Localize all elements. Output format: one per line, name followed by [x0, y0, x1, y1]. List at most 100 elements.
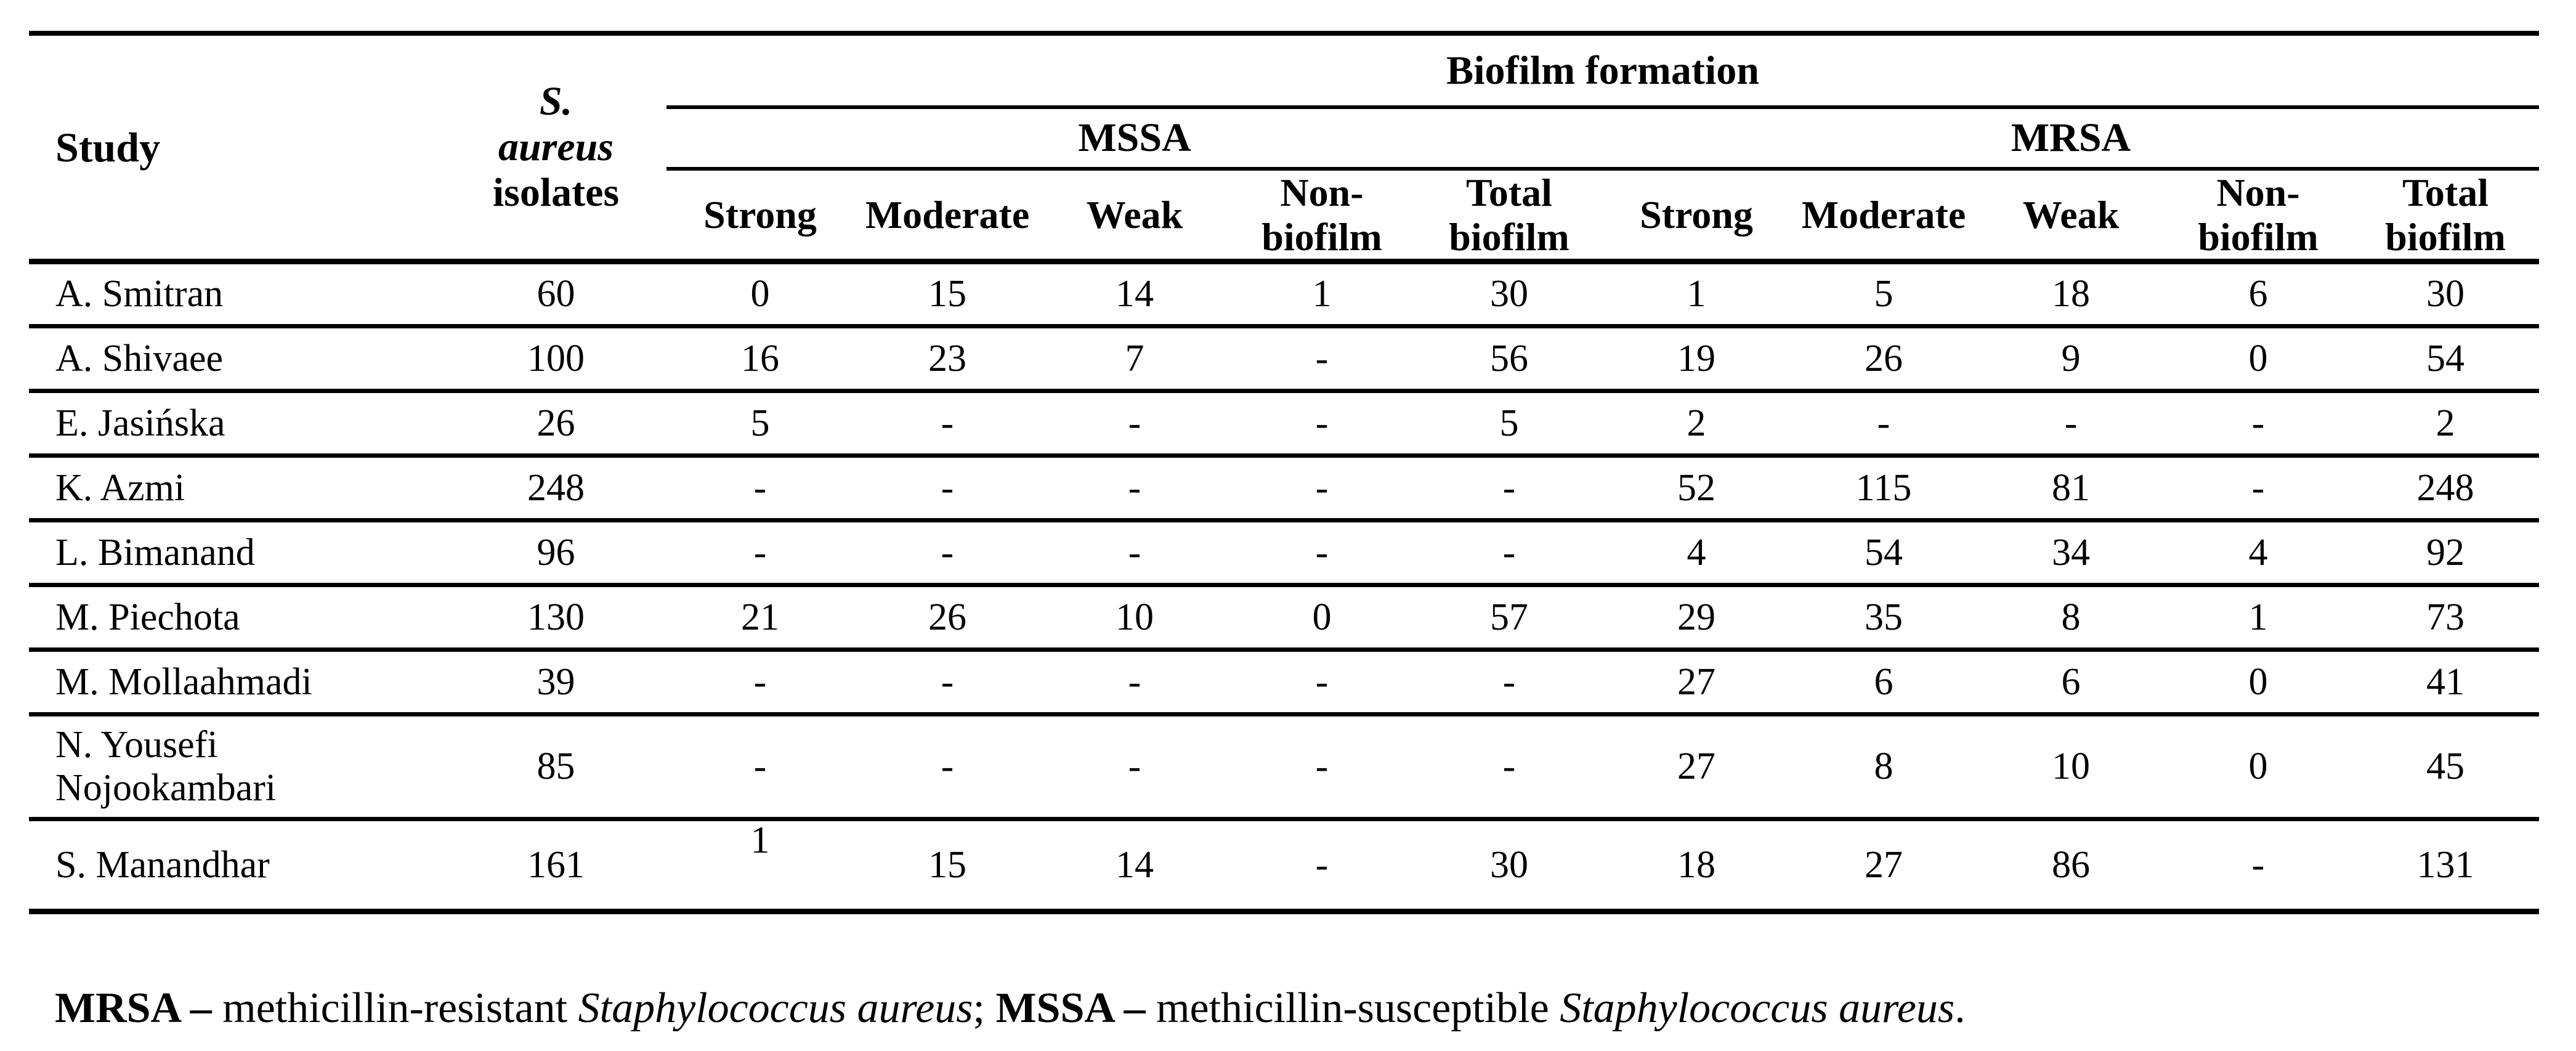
mssa-nonbiofilm-cell: 0 [1228, 585, 1416, 652]
table-row: M. Mollaahmadi 39 - - - - - 27 6 6 0 41 [29, 649, 2540, 717]
mrsa-weak-cell: 9 [1977, 326, 2165, 394]
mrsa-nonbiofilm-cell: 0 [2165, 714, 2352, 822]
mrsa-total-cell: 2 [2352, 391, 2540, 458]
mssa-weak-cell: - [1041, 455, 1228, 523]
mssa-moderate-cell: - [854, 714, 1041, 822]
mssa-weak-cell: 14 [1041, 261, 1228, 329]
mssa-nonbiofilm-header: Non- biofilm [1228, 169, 1416, 265]
isolates-cell: 96 [445, 520, 666, 588]
mrsa-weak-header: Weak [1977, 169, 2165, 265]
mssa-moderate-cell: 15 [854, 819, 1041, 915]
mssa-total-cell: - [1416, 520, 1603, 588]
mrsa-strong-cell: 27 [1603, 714, 1790, 822]
mrsa-strong-cell: 2 [1603, 391, 1790, 458]
subheader-label: Total [2402, 171, 2489, 214]
isolates-cell: 60 [445, 261, 666, 329]
table-row: E. Jasińska 26 5 - - - 5 2 - - - 2 [29, 391, 2540, 458]
footnote-text: methicillin-resistant [211, 984, 578, 1032]
table-row: N. Yousefi Nojookambari 85 - - - - - 27 … [29, 714, 2540, 822]
mrsa-total-cell: 41 [2352, 649, 2540, 717]
mssa-moderate-cell: - [854, 455, 1041, 523]
mssa-weak-cell: - [1041, 714, 1228, 822]
mrsa-strong-cell: 19 [1603, 326, 1790, 394]
header-row-subcolumns: Strong Moderate Weak Non- biofilm Total … [29, 169, 2540, 265]
mrsa-moderate-cell: 27 [1790, 819, 1977, 915]
raised-value: 1 [750, 819, 770, 861]
isolates-cell: 85 [445, 714, 666, 822]
mrsa-moderate-cell: 35 [1790, 585, 1977, 652]
study-cell: M. Mollaahmadi [29, 649, 445, 717]
study-cell: N. Yousefi Nojookambari [29, 714, 445, 822]
mssa-nonbiofilm-cell: - [1228, 819, 1416, 915]
isolates-cell: 39 [445, 649, 666, 717]
mrsa-strong-cell: 18 [1603, 819, 1790, 915]
mrsa-strong-cell: 52 [1603, 455, 1790, 523]
header-row-top: Study S. aureus isolates Biofilm formati… [29, 33, 2540, 265]
table-row: A. Shivaee 100 16 23 7 - 56 19 26 9 0 54 [29, 326, 2540, 394]
mssa-group-header: MSSA [666, 107, 1603, 171]
study-cell: M. Piechota [29, 585, 445, 652]
table-row: M. Piechota 130 21 26 10 0 57 29 35 8 1 … [29, 585, 2540, 652]
subheader-label: biofilm [2385, 214, 2506, 259]
isolates-cell: 26 [445, 391, 666, 458]
footnote-text: . [1954, 984, 1966, 1032]
subheader-label: biofilm [1262, 214, 1382, 259]
biofilm-formation-table: Study S. aureus isolates Biofilm formati… [29, 31, 2540, 915]
mrsa-weak-cell: 8 [1977, 585, 2165, 652]
mrsa-nonbiofilm-cell: 4 [2165, 520, 2352, 588]
mssa-nonbiofilm-cell: - [1228, 326, 1416, 394]
subheader-label: Non- [2216, 171, 2300, 214]
isolates-cell: 248 [445, 455, 666, 523]
mssa-moderate-cell: - [854, 649, 1041, 717]
mssa-moderate-cell: - [854, 520, 1041, 588]
mssa-strong-header: Strong [666, 169, 854, 265]
mrsa-nonbiofilm-cell: 0 [2165, 649, 2352, 717]
mssa-weak-cell: 10 [1041, 585, 1228, 652]
header-row-groups: MSSA MRSA [29, 107, 2540, 171]
mssa-total-header: Total biofilm [1416, 169, 1603, 265]
mrsa-moderate-cell: 5 [1790, 261, 1977, 329]
mrsa-moderate-cell: 8 [1790, 714, 1977, 822]
isolates-cell: 161 [445, 819, 666, 915]
footnote-species-name: Staphylococcus aureus [578, 984, 973, 1032]
isolates-header-line2: aureus [498, 124, 614, 170]
mssa-total-cell: 57 [1416, 585, 1603, 652]
mrsa-total-cell: 248 [2352, 455, 2540, 523]
mrsa-weak-cell: 6 [1977, 649, 2165, 717]
table-row: A. Smitran 60 0 15 14 1 30 1 5 18 6 30 [29, 261, 2540, 329]
mssa-strong-cell: 21 [666, 585, 854, 652]
study-cell: A. Shivaee [29, 326, 445, 394]
mssa-strong-cell: - [666, 714, 854, 822]
mrsa-strong-cell: 29 [1603, 585, 1790, 652]
footnote-term-mrsa: MRSA – [55, 984, 212, 1032]
mrsa-nonbiofilm-cell: 0 [2165, 326, 2352, 394]
mssa-strong-cell: 5 [666, 391, 854, 458]
mssa-strong-cell: - [666, 520, 854, 588]
subheader-label: Weak [1086, 192, 1183, 237]
mrsa-strong-cell: 1 [1603, 261, 1790, 329]
biofilm-formation-header: Biofilm formation [666, 33, 2540, 109]
mrsa-total-header: Total biofilm [2352, 169, 2540, 265]
footnote-text: ; [973, 984, 996, 1032]
mssa-strong-cell: - [666, 455, 854, 523]
mssa-total-cell: - [1416, 649, 1603, 717]
mssa-total-cell: 56 [1416, 326, 1603, 394]
mrsa-strong-header: Strong [1603, 169, 1790, 265]
mssa-strong-cell: - [666, 649, 854, 717]
mssa-total-cell: 30 [1416, 819, 1603, 915]
study-cell: S. Manandhar [29, 819, 445, 915]
mrsa-total-cell: 54 [2352, 326, 2540, 394]
isolates-header-line3: isolates [492, 170, 620, 216]
mssa-moderate-header: Moderate [854, 169, 1041, 265]
mrsa-strong-cell: 27 [1603, 649, 1790, 717]
isolates-cell: 100 [445, 326, 666, 394]
mrsa-nonbiofilm-cell: - [2165, 455, 2352, 523]
mssa-strong-cell: 1 [666, 819, 854, 915]
subheader-label: biofilm [1449, 214, 1569, 259]
mrsa-total-cell: 45 [2352, 714, 2540, 822]
mrsa-total-cell: 131 [2352, 819, 2540, 915]
mssa-total-cell: - [1416, 455, 1603, 523]
mrsa-moderate-cell: 26 [1790, 326, 1977, 394]
footnote-text: methicillin-susceptible [1145, 984, 1560, 1032]
